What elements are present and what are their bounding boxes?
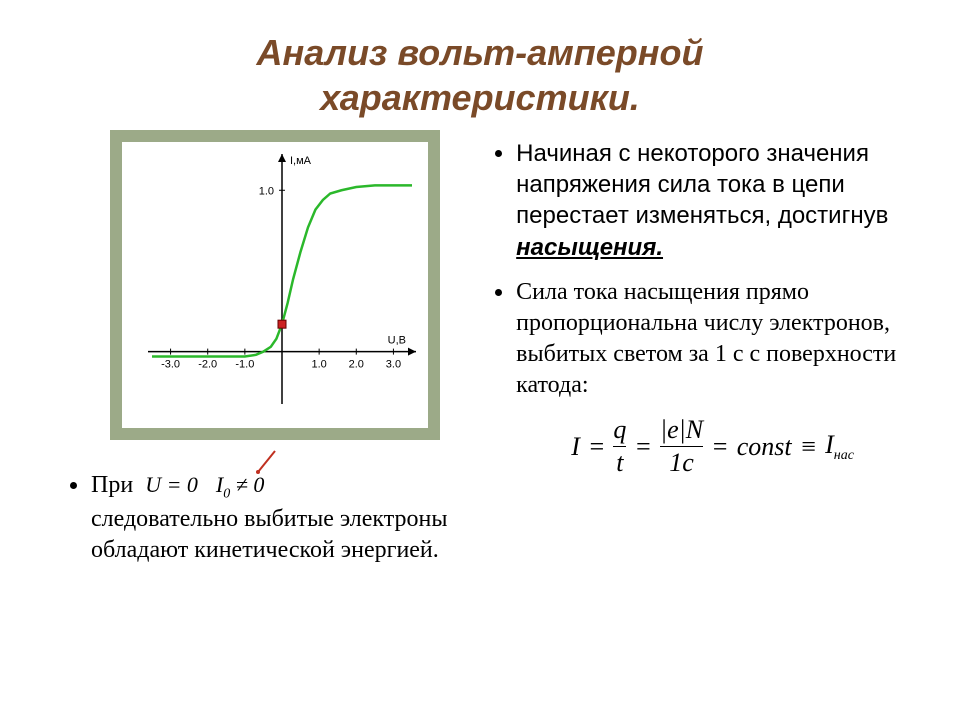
svg-text:U,B: U,B bbox=[388, 335, 406, 347]
left-bullet: При U = 0 I0 ≠ 0 следовательно выбитые э… bbox=[70, 470, 495, 566]
chart-plot-area: -3.0 -2.0 -1.0 1.0 2.0 3.0 1.0 U,B I,мА bbox=[122, 142, 428, 428]
right-column: Начиная с некоторого значения напряжения… bbox=[495, 130, 960, 580]
f-eq2: = bbox=[634, 432, 652, 462]
bullet-dot bbox=[495, 289, 502, 296]
bullet-dot bbox=[70, 482, 77, 489]
right-bullet1-text: Начиная с некоторого значения напряжения… bbox=[516, 138, 930, 263]
f-Inas: Iнас bbox=[825, 430, 854, 464]
title-line-1: Анализ вольт-амперной bbox=[256, 32, 703, 73]
f-I: I bbox=[571, 432, 580, 462]
svg-text:2.0: 2.0 bbox=[349, 359, 364, 371]
right-bullet-2: Сила тока насыщения прямо пропорциональн… bbox=[495, 277, 930, 402]
saturation-formula: I = q t = |e|N 1c = const ≡ Iнас bbox=[495, 416, 930, 478]
pointer-icon bbox=[255, 445, 285, 475]
rb1-part1: Начиная с некоторого значения напряжения… bbox=[516, 140, 888, 229]
frac-eN: |e|N 1c bbox=[660, 416, 703, 478]
prefix: При bbox=[91, 472, 133, 498]
right-bullet-1: Начиная с некоторого значения напряжения… bbox=[495, 138, 930, 263]
svg-text:I,мА: I,мА bbox=[290, 155, 312, 167]
svg-text:1.0: 1.0 bbox=[311, 359, 326, 371]
svg-text:-3.0: -3.0 bbox=[161, 359, 180, 371]
left-column: -3.0 -2.0 -1.0 1.0 2.0 3.0 1.0 U,B I,мА При U = … bbox=[0, 130, 495, 580]
svg-text:-1.0: -1.0 bbox=[235, 359, 254, 371]
svg-text:3.0: 3.0 bbox=[386, 359, 401, 371]
svg-text:1.0: 1.0 bbox=[259, 185, 274, 197]
chart-container: -3.0 -2.0 -1.0 1.0 2.0 3.0 1.0 U,B I,мА bbox=[110, 130, 440, 440]
f-eq1: = bbox=[588, 432, 606, 462]
bullet-dot bbox=[495, 150, 502, 157]
f-eq3: = bbox=[711, 432, 729, 462]
left-rest: следовательно выбитые электроны обладают… bbox=[91, 506, 448, 563]
slide-title: Анализ вольт-амперной характеристики. bbox=[0, 0, 960, 120]
content-row: -3.0 -2.0 -1.0 1.0 2.0 3.0 1.0 U,B I,мА При U = … bbox=[0, 130, 960, 580]
f-equiv: ≡ bbox=[800, 432, 818, 462]
title-line-2: характеристики. bbox=[320, 77, 640, 118]
rb1-emph: насыщения. bbox=[516, 234, 663, 261]
svg-text:-2.0: -2.0 bbox=[198, 359, 217, 371]
right-bullet2-text: Сила тока насыщения прямо пропорциональн… bbox=[516, 277, 930, 402]
left-bullet-text: При U = 0 I0 ≠ 0 следовательно выбитые э… bbox=[91, 470, 495, 566]
formula-U: U = 0 bbox=[139, 472, 204, 497]
f-const: const bbox=[737, 432, 792, 462]
chart-svg: -3.0 -2.0 -1.0 1.0 2.0 3.0 1.0 U,B I,мА bbox=[122, 142, 428, 428]
formula-I0: I0 ≠ 0 bbox=[210, 472, 270, 497]
rb2-text: Сила тока насыщения прямо пропорциональн… bbox=[516, 279, 896, 399]
frac-qt: q t bbox=[613, 416, 626, 478]
